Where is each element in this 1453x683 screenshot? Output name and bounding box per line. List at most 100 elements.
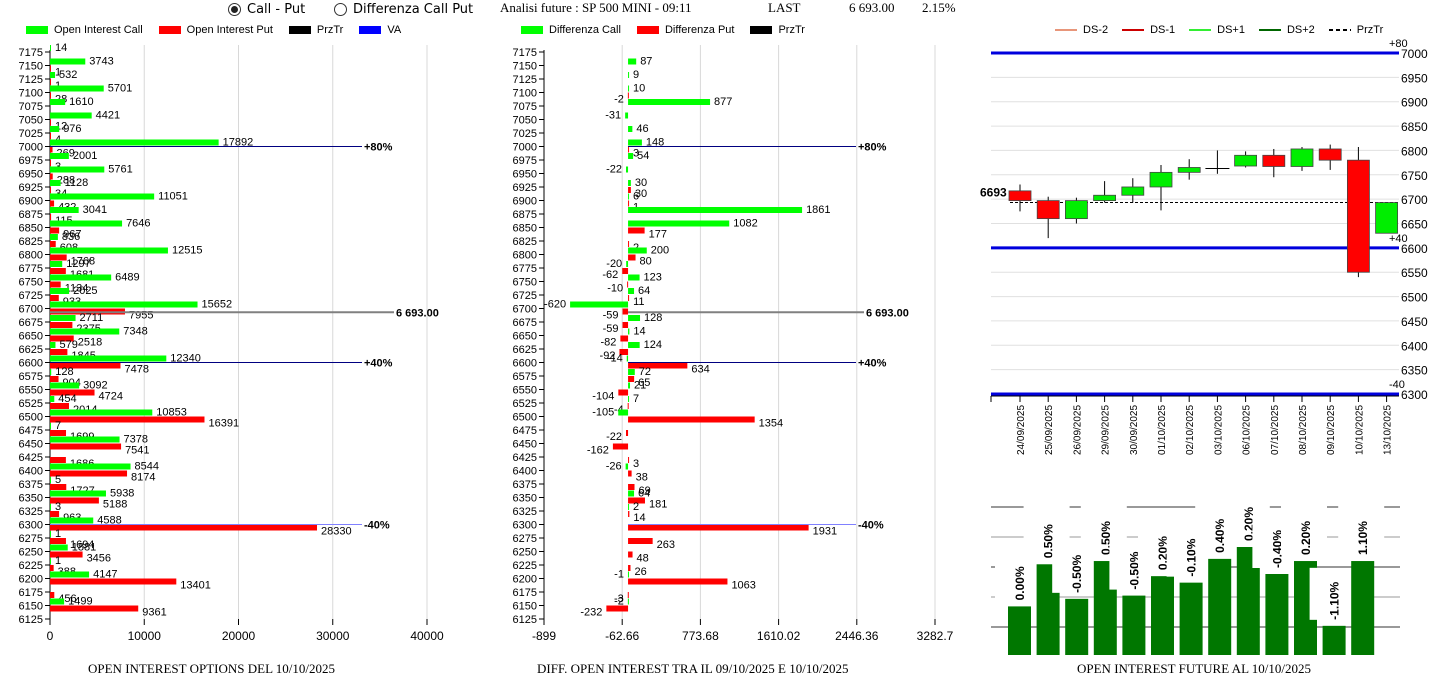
oi-future-bar [1008,606,1031,655]
put-bar [50,133,51,139]
call-value-label: 124 [644,339,662,351]
put-bar [50,403,69,409]
y-tick-label: 6125 [19,614,43,626]
call-value-label: 14 [55,42,67,54]
put-bar [50,335,74,342]
legend-item-ds+1: DS+1 [1189,24,1245,36]
put-bar [628,524,809,531]
call-value-label: 5701 [108,83,132,95]
y-tick-label: 6850 [19,223,43,235]
x-tick-label: 1610.02 [757,629,801,643]
x-tick-label: 40000 [410,629,444,643]
call-value-label: 128 [644,312,662,324]
put-value-label: -82 [600,337,616,349]
put-bar [627,281,629,288]
y-tick-label: 6400 [19,466,43,478]
legend-swatch [750,26,773,34]
call-value-label: -26 [606,461,622,473]
x-tick-label: 10000 [128,629,162,643]
call-bar [50,85,104,92]
put-value-label: -62 [602,269,618,281]
y-tick-label: 6700 [513,304,537,316]
y-tick-label: 6500 [1401,291,1428,305]
y-tick-label: 6800 [19,250,43,262]
radio-call-put[interactable]: Call - Put [228,2,305,17]
y-tick-label: 6225 [19,560,43,572]
put-bar [628,470,632,477]
va-line-label: -40% [858,520,884,532]
radio-differenza-call-put[interactable]: Differenza Call Put [334,2,473,17]
y-tick-label: 7150 [513,61,537,73]
put-value-label: 26 [634,566,646,578]
call-bar [570,301,629,308]
x-tick-label: 29/09/2025 [1101,405,1112,455]
legend-item-prztr: PrzTr [1328,24,1383,36]
put-value-label: 16391 [208,418,239,430]
call-bar [628,288,635,294]
oi-future-bar [1351,561,1375,655]
y-tick-label: 6600 [1401,242,1428,256]
price-line-label: 6 693.00 [396,307,439,319]
put-bar [50,92,51,99]
call-value-label: 532 [59,69,77,81]
y-tick-label: 6650 [513,331,537,343]
call-value-label: 2001 [73,150,97,162]
call-value-label: 1082 [733,218,757,230]
call-bar [50,72,56,78]
put-bar [627,403,629,409]
put-bar [628,538,653,544]
call-value-label: 1128 [65,177,89,189]
put-bar [627,92,629,99]
candle-down [1262,154,1286,167]
oi-future-bar [1065,598,1089,655]
y-tick-label: 6700 [1401,193,1428,207]
oi-future-value-label: -0.40% [1270,530,1284,568]
call-value-label: 10853 [156,407,187,419]
legend-line [1189,29,1212,31]
oi-future-value-label: 0.00% [1013,566,1027,600]
put-value-label: 3 [633,148,639,160]
legend-left: Open Interest Call Open Interest Put Prz… [26,24,417,36]
put-bar [50,349,68,355]
y-tick-label: 6475 [513,425,537,437]
y-tick-label: 6775 [19,263,43,275]
x-tick-label: -62.66 [605,629,639,643]
x-tick-label: 13/10/2025 [1383,405,1394,455]
put-bar [50,187,51,193]
call-bar [50,504,51,510]
put-bar [50,241,56,247]
put-bar [50,214,52,220]
call-bar [628,193,630,200]
call-value-label: 87 [640,56,652,68]
put-value-label: 13401 [180,580,211,592]
oi-future-value-label: 0.50% [1042,524,1056,558]
y-tick-label: 6175 [19,587,43,599]
call-bar [627,571,629,578]
last-value: 6 693.00 [849,0,895,15]
y-tick-label: 7075 [513,101,537,113]
diff-oi-chart: -899 -62.66 773.68 1610.02 2446.36 3282.7 7175… [513,45,954,643]
va-line-label: +40% [364,358,393,370]
oi-future-value-label: -1.10% [1328,581,1342,619]
put-bar [50,79,51,85]
put-value-label: 2518 [78,337,102,349]
put-value-label: -104 [592,391,614,403]
put-value-label: 8174 [131,472,155,484]
put-bar [50,295,59,301]
call-bar [50,126,60,132]
put-value-label: 1063 [731,580,755,592]
put-value-label: 5188 [103,499,127,511]
put-bar [628,457,630,463]
va-line-label: -40% [364,520,390,532]
put-value-label: -59 [603,323,619,335]
put-value-label: 7478 [124,364,148,376]
call-value-label: 976 [63,123,81,135]
call-value-label: 6489 [115,272,139,284]
legend-middle: Differenza Call Differenza Put PrzTr [521,24,821,36]
y-tick-label: 6300 [1401,388,1428,402]
put-value-label: -162 [587,445,609,457]
put-bar [50,227,60,234]
put-bar [628,511,630,517]
call-value-label: 46 [636,123,648,135]
put-value-label: 30 [635,188,647,200]
